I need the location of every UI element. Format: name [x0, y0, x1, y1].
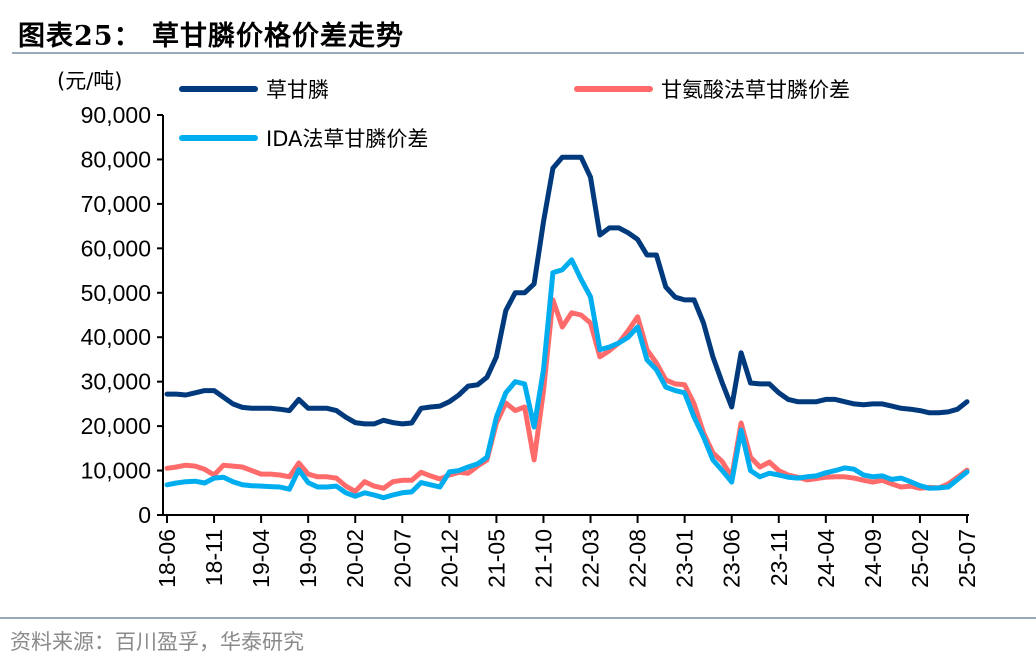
x-tick-label: 19-09: [295, 529, 321, 588]
x-tick-label: 22-03: [578, 529, 604, 588]
source-note: 资料来源：百川盈孚，华泰研究: [10, 630, 304, 654]
legend: 草甘膦 甘氨酸法草甘膦价差 IDA法草甘膦价差: [179, 78, 850, 151]
y-tick-label: 60,000: [81, 235, 151, 261]
y-tick-label: 0: [138, 502, 151, 528]
x-tick-label: 25-02: [907, 529, 933, 588]
series-line-glyphosate: [164, 154, 970, 427]
x-tick-label: 24-09: [860, 529, 886, 588]
legend-label-glyphosate: 草甘膦: [266, 78, 329, 102]
x-tick-label: 19-04: [248, 529, 274, 588]
series-line-ida-spread: [164, 257, 970, 501]
series-lines: [164, 154, 970, 501]
y-axis-unit-label: (元/吨): [57, 69, 122, 93]
y-tick-label: 10,000: [81, 458, 151, 484]
y-tick-label: 40,000: [81, 324, 151, 350]
x-tick-label: 20-02: [342, 529, 368, 588]
x-tick-label: 22-08: [625, 529, 651, 588]
chart-title: 图表25： 草甘膦价格价差走势: [18, 21, 404, 52]
x-tick-label: 20-12: [436, 529, 462, 588]
x-tick-label: 18-06: [154, 529, 180, 588]
x-tick-label: 23-11: [766, 529, 792, 586]
x-tick-label: 20-07: [389, 529, 415, 588]
x-tick-label: 23-06: [719, 529, 745, 588]
y-tick-label: 80,000: [81, 146, 151, 172]
legend-label-glycine-spread: 甘氨酸法草甘膦价差: [661, 78, 850, 102]
y-tick-label: 70,000: [81, 191, 151, 217]
x-tick-label: 23-01: [672, 529, 698, 588]
legend-label-ida-spread: IDA法草甘膦价差: [266, 127, 428, 151]
y-tick-label: 20,000: [81, 413, 151, 439]
title-divider: [12, 52, 1024, 54]
x-tick-label: 21-05: [483, 529, 509, 588]
x-tick-label: 25-07: [954, 529, 980, 588]
axes: 0 10,000 20,000 30,000 40,000 50,000 60,000 70,…: [81, 102, 980, 588]
y-tick-label: 90,000: [81, 102, 151, 128]
x-tick-label: 18-11: [201, 529, 227, 586]
y-tick-label: 50,000: [81, 280, 151, 306]
series-line-glycine-spread: [164, 297, 970, 494]
footer-divider: [0, 617, 1036, 619]
y-tick-label: 30,000: [81, 369, 151, 395]
x-tick-label: 24-04: [813, 529, 839, 588]
x-tick-label: 21-10: [530, 529, 556, 588]
